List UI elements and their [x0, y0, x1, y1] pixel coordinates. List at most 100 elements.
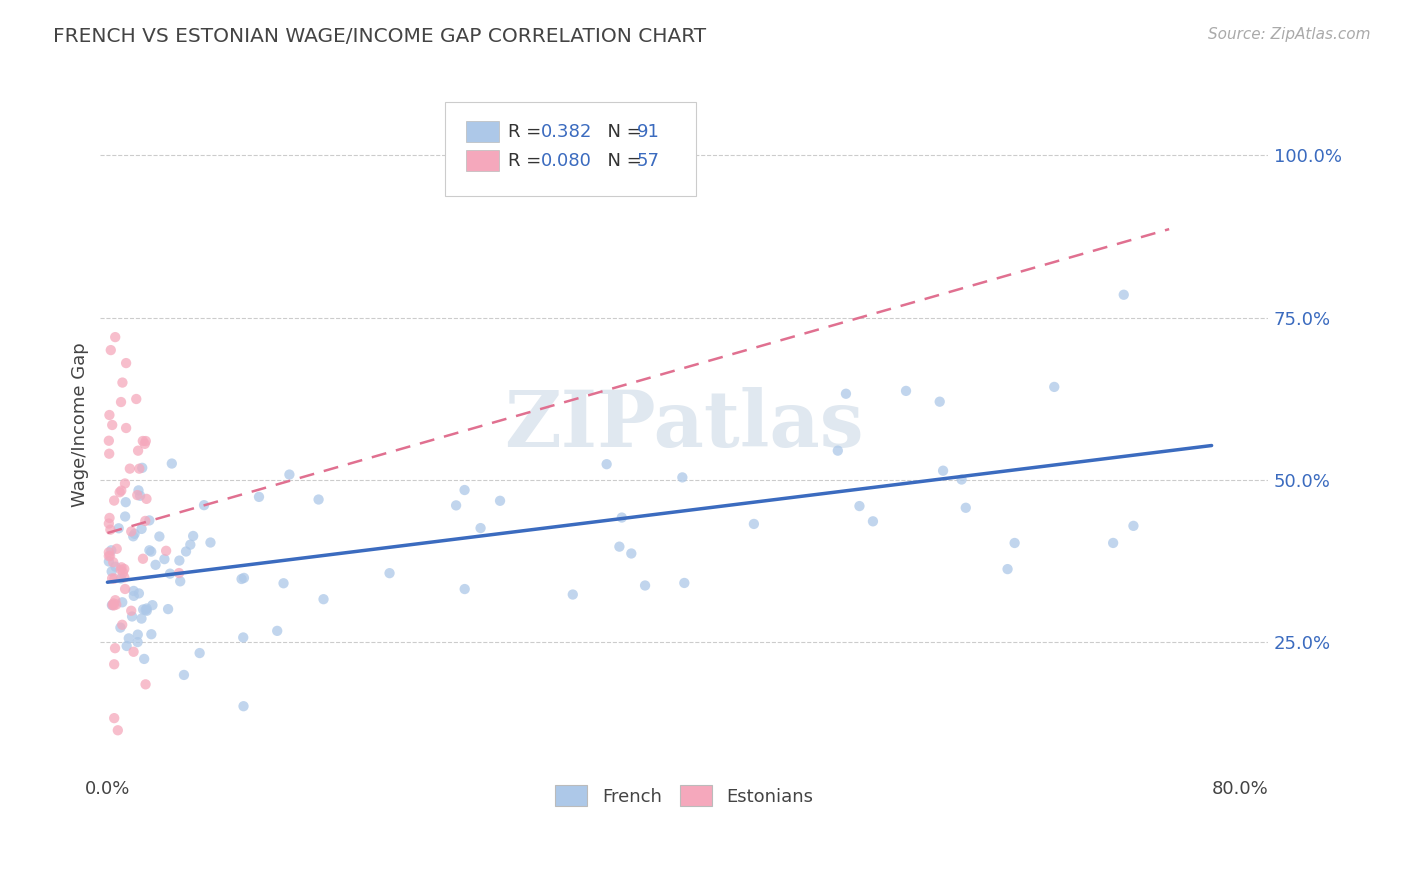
Point [955, 500, 977, 515]
Point [200, 535, 222, 549]
Point [105, 541, 128, 556]
Point [134, 652, 156, 666]
Point [110, 483, 132, 498]
Point [135, 434, 157, 448]
Point [160, 457, 183, 471]
Text: ZIPatlas: ZIPatlas [505, 387, 865, 463]
Point [104, 559, 127, 574]
Point [132, 602, 155, 616]
Point [312, 592, 335, 607]
Point [115, 421, 138, 435]
Point [100, 565, 122, 579]
Point [145, 558, 167, 572]
Point [103, 711, 125, 725]
Point [378, 566, 401, 581]
Point [232, 699, 254, 714]
Text: 0.080: 0.080 [541, 152, 592, 169]
Point [894, 384, 917, 398]
Point [103, 599, 125, 613]
Point [1112, 287, 1135, 301]
Point [848, 499, 870, 513]
Point [827, 443, 849, 458]
Point [108, 485, 131, 500]
Point [169, 574, 191, 589]
Point [103, 493, 125, 508]
Point [453, 483, 475, 497]
Point [127, 635, 149, 649]
Point [129, 489, 152, 503]
Point [131, 522, 153, 536]
Point [110, 395, 132, 409]
Point [134, 437, 156, 451]
Point [835, 386, 858, 401]
Point [100, 523, 122, 537]
Point [148, 529, 170, 543]
Point [928, 394, 950, 409]
Point [115, 356, 138, 370]
Point [118, 632, 141, 646]
Legend: French, Estonians: French, Estonians [546, 776, 823, 815]
Point [110, 563, 132, 577]
Point [103, 597, 125, 611]
Point [98, 447, 121, 461]
FancyBboxPatch shape [465, 151, 499, 171]
Point [101, 598, 124, 612]
Point [128, 461, 150, 475]
Text: FRENCH VS ESTONIAN WAGE/INCOME GAP CORRELATION CHART: FRENCH VS ESTONIAN WAGE/INCOME GAP CORRE… [53, 27, 707, 45]
Point [188, 646, 211, 660]
Point [110, 621, 132, 635]
Point [114, 582, 136, 596]
Point [111, 617, 134, 632]
Point [134, 514, 156, 528]
Point [121, 609, 143, 624]
Point [489, 493, 512, 508]
Point [153, 552, 176, 566]
Point [97, 549, 120, 563]
Point [97, 434, 120, 448]
Point [122, 645, 145, 659]
Point [128, 586, 150, 600]
Text: Source: ZipAtlas.com: Source: ZipAtlas.com [1208, 27, 1371, 42]
Point [104, 641, 127, 656]
Point [135, 491, 157, 506]
Point [673, 576, 696, 591]
Point [112, 562, 135, 576]
Point [278, 467, 301, 482]
Point [128, 483, 150, 498]
Point [120, 604, 142, 618]
Point [114, 509, 136, 524]
Text: 57: 57 [637, 152, 659, 169]
Point [273, 576, 295, 591]
Point [101, 417, 124, 432]
Point [135, 601, 157, 615]
Point [141, 627, 163, 641]
Point [609, 540, 631, 554]
Point [110, 571, 132, 585]
Point [159, 566, 181, 581]
Point [101, 598, 124, 612]
Point [127, 488, 149, 502]
Point [138, 543, 160, 558]
Point [671, 470, 693, 484]
Point [100, 343, 122, 357]
Point [132, 551, 155, 566]
Point [135, 603, 157, 617]
Point [101, 571, 124, 585]
Point [98, 549, 121, 563]
Point [122, 589, 145, 603]
Point [124, 526, 146, 541]
Point [114, 476, 136, 491]
Point [173, 668, 195, 682]
Point [107, 521, 129, 535]
Point [742, 516, 765, 531]
Text: 91: 91 [637, 122, 659, 141]
Point [114, 495, 136, 509]
Point [111, 376, 134, 390]
Point [127, 443, 149, 458]
Point [997, 562, 1019, 576]
Point [131, 460, 153, 475]
Point [122, 529, 145, 543]
Point [98, 511, 121, 525]
Point [232, 631, 254, 645]
Text: R =: R = [508, 152, 547, 169]
